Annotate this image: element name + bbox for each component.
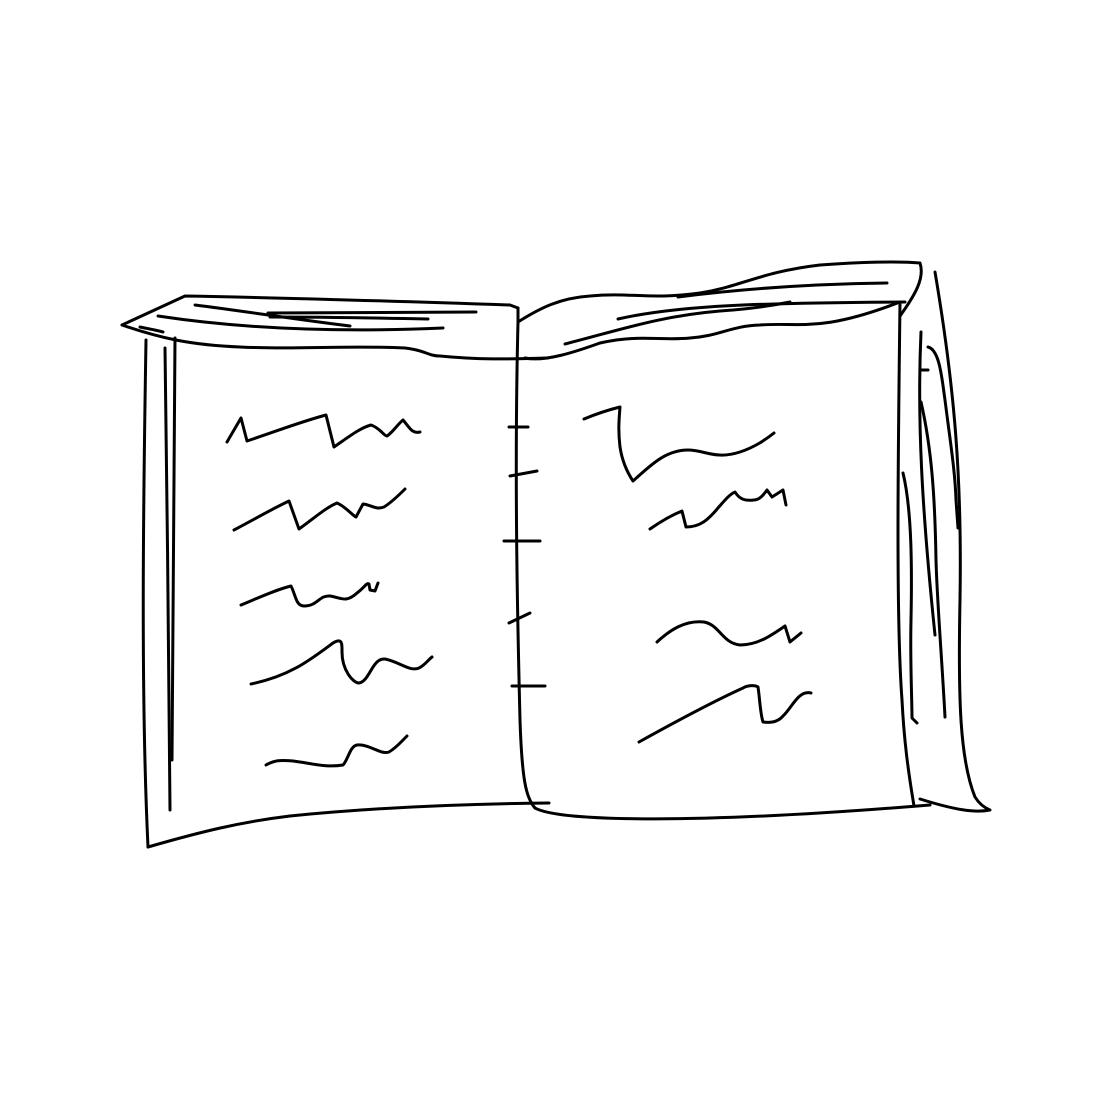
left-scribble-line-5 bbox=[264, 734, 409, 768]
left-scribble-line-3 bbox=[239, 581, 380, 608]
left-page-text bbox=[225, 413, 434, 768]
book-spine bbox=[502, 306, 547, 810]
right-page-top-curve bbox=[516, 260, 923, 324]
right-page-stack-line-3 bbox=[919, 400, 947, 719]
right-page-outer-edge bbox=[896, 300, 916, 808]
left-scribble-line-2 bbox=[232, 487, 407, 532]
right-page-stack-line-4 bbox=[901, 471, 919, 725]
right-page-stack-line-1 bbox=[918, 330, 937, 637]
left-page-fan-line-2 bbox=[156, 314, 445, 332]
left-page-top-curve bbox=[120, 323, 550, 361]
left-page bbox=[120, 294, 551, 849]
right-scribble-line-1 bbox=[582, 405, 776, 483]
right-page-stack-line-2 bbox=[926, 345, 960, 530]
right-page bbox=[516, 260, 992, 821]
right-page-bottom-edge bbox=[533, 803, 932, 821]
spine-stitch-2 bbox=[508, 469, 539, 478]
left-scribble-line-1 bbox=[225, 413, 422, 449]
right-page-fan-line-2 bbox=[616, 300, 907, 321]
right-page-text bbox=[582, 405, 813, 744]
right-page-surface-curve bbox=[523, 300, 902, 361]
right-scribble-line-2 bbox=[648, 488, 788, 531]
left-page-inner-edge-1 bbox=[163, 346, 172, 812]
right-cover-edge bbox=[918, 270, 992, 813]
left-page-bottom-edge bbox=[146, 801, 551, 849]
right-scribble-line-4 bbox=[637, 684, 813, 744]
spine-line bbox=[514, 306, 537, 810]
left-page-inner-edge-2 bbox=[170, 336, 177, 762]
left-scribble-line-4 bbox=[249, 639, 434, 686]
left-page-fan-outline bbox=[120, 294, 520, 327]
right-page-fan-line-1 bbox=[676, 281, 889, 299]
spine-stitch-4 bbox=[507, 611, 532, 625]
right-page-fan-line-3 bbox=[563, 300, 792, 346]
left-page-fan-line-1 bbox=[138, 325, 165, 334]
right-scribble-line-3 bbox=[655, 620, 803, 647]
left-page-fan-line-4 bbox=[266, 310, 478, 315]
left-cover-edge bbox=[141, 338, 150, 849]
left-page-fan-line-5 bbox=[268, 315, 430, 321]
